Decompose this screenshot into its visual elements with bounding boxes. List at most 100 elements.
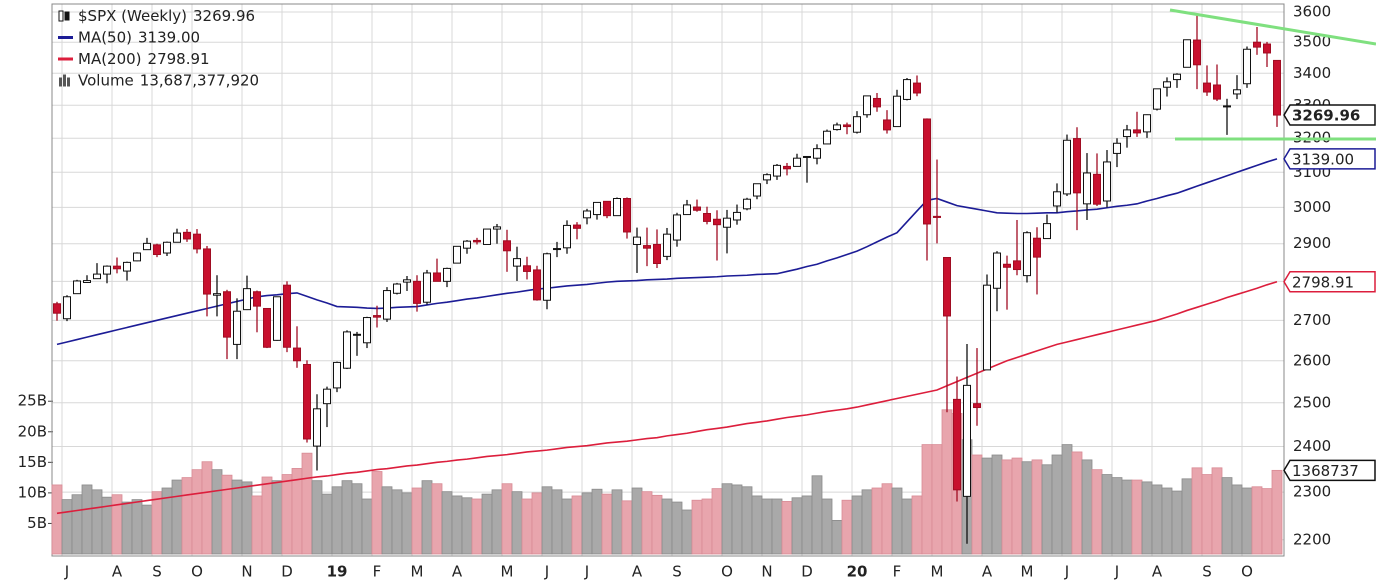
candle-body — [1013, 260, 1021, 271]
candle-body — [403, 279, 411, 283]
volume-bar — [1071, 451, 1083, 555]
volume-bar — [611, 489, 623, 555]
legend-value: 3269.96 — [193, 7, 255, 25]
volume-bar — [481, 493, 493, 555]
volume-bar — [911, 495, 923, 555]
volume-bar — [461, 497, 473, 555]
volume-bar — [251, 495, 263, 555]
volume-bar — [701, 498, 713, 555]
candle-body — [223, 291, 231, 338]
candle-body — [513, 258, 521, 267]
volume-bar — [861, 489, 873, 555]
candle-body — [1123, 129, 1131, 138]
x-tick-label: D — [281, 563, 293, 581]
volume-bar — [731, 484, 743, 555]
candle-body — [753, 183, 761, 197]
volume-bar — [781, 501, 793, 555]
volume-bar — [581, 492, 593, 555]
volume-bar — [1111, 477, 1123, 555]
candle-body — [763, 174, 771, 181]
volume-bar — [141, 504, 153, 555]
candle-body — [1253, 41, 1261, 48]
candle-body — [53, 303, 61, 314]
candle-body — [553, 248, 561, 251]
x-tick-label: O — [191, 563, 203, 581]
candle-body — [243, 288, 251, 311]
candle-body — [673, 214, 681, 241]
ma-tag-box — [1283, 271, 1376, 293]
candle-body — [953, 398, 961, 491]
candle-body — [483, 228, 491, 245]
volume-bar — [371, 471, 383, 555]
x-tick-label: A — [1152, 563, 1163, 581]
volume-bar — [381, 486, 393, 555]
y-tick-label: 2700 — [1293, 311, 1331, 329]
candle-body — [463, 240, 471, 249]
volume-bar — [91, 489, 103, 555]
candle-body — [1233, 89, 1241, 95]
candle-body — [273, 296, 281, 341]
candle-body — [103, 265, 111, 275]
volume-bar — [491, 489, 503, 555]
x-tick-label: J — [1064, 563, 1069, 581]
candle-body — [843, 124, 851, 128]
volume-bar — [1081, 459, 1093, 555]
candle-body — [933, 215, 941, 218]
volume-bar — [941, 409, 953, 555]
candle-body — [963, 384, 971, 497]
volume-bar — [561, 498, 573, 555]
candle-body — [213, 293, 221, 296]
volume-bar — [551, 489, 563, 555]
candle-body — [743, 198, 751, 210]
candle-body — [1173, 73, 1181, 81]
candle-body — [443, 267, 451, 282]
candle-body — [1093, 173, 1101, 205]
candle-body — [1073, 138, 1081, 194]
legend-value: 3139.00 — [138, 28, 200, 46]
candle-body — [943, 256, 951, 317]
candle-body — [1133, 129, 1141, 134]
volume-bar — [671, 501, 683, 555]
x-tick-label: A — [452, 563, 463, 581]
volume-bar — [281, 474, 293, 555]
candle-body — [1053, 191, 1061, 207]
volume-bar — [1101, 474, 1113, 555]
candle-body — [1193, 39, 1201, 66]
volume-bar — [761, 498, 773, 555]
volume-bar — [1091, 469, 1103, 555]
candle-body — [143, 242, 151, 251]
ma-line — [56, 280, 1278, 515]
candle-body — [1263, 43, 1271, 54]
volume-bar — [1031, 459, 1043, 555]
legend-name: MA(50) — [78, 28, 132, 46]
volume-bar — [431, 483, 443, 555]
candle-body — [173, 232, 181, 243]
volume-bar — [151, 491, 163, 555]
volume-bar — [61, 499, 73, 555]
candle-body — [733, 211, 741, 221]
candle-body — [1273, 59, 1281, 116]
candle-body — [323, 388, 331, 405]
candle-body — [163, 241, 171, 254]
x-tick-label: D — [801, 563, 813, 581]
volume-tag-box — [1283, 459, 1376, 482]
volume-bar — [1161, 487, 1173, 555]
volume-bar — [191, 469, 203, 555]
volume-bar — [391, 489, 403, 555]
volume-bar — [721, 483, 733, 555]
x-tick-label: S — [152, 563, 162, 581]
candle-body — [363, 317, 371, 344]
candle-body — [153, 244, 161, 256]
x-tick-label: A — [112, 563, 123, 581]
volume-bar — [901, 498, 913, 555]
candle-body — [293, 347, 301, 362]
candle-body — [203, 248, 211, 295]
volume-bar — [1201, 474, 1213, 555]
candle-body — [393, 283, 401, 294]
candle-body — [373, 315, 381, 318]
volume-bar — [71, 494, 83, 555]
y-tick-label: 3600 — [1293, 3, 1331, 21]
candle-body — [1243, 48, 1251, 85]
legend-entry: MA(200) 2798.91 — [78, 50, 210, 68]
candle-body — [1183, 39, 1191, 68]
